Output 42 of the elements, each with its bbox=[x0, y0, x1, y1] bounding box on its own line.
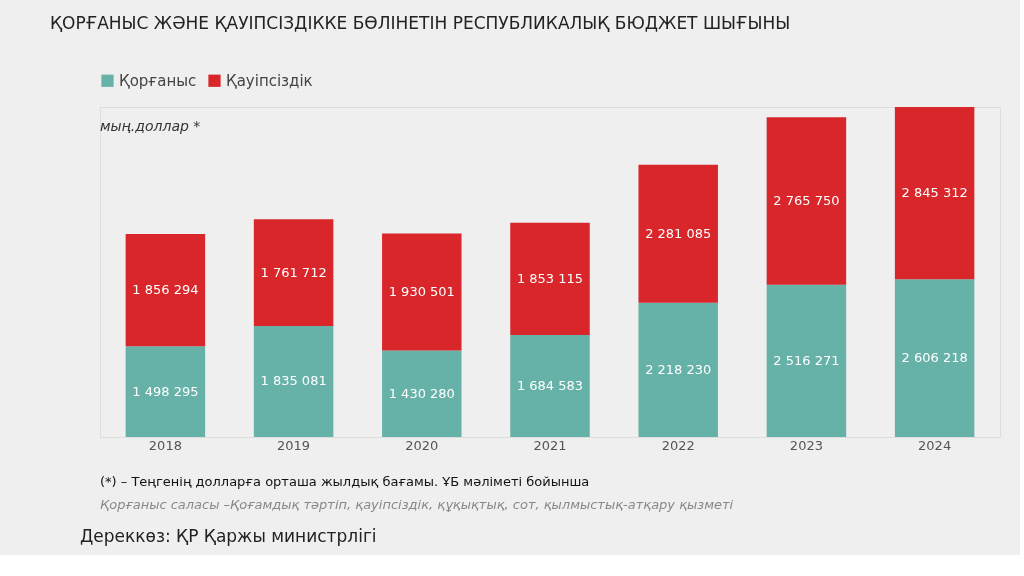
bar bbox=[253, 219, 334, 326]
text: Қорғаныс саласы –Қоғамдық тәртіп, қауіпсіздік, құқықтық, сот, қылмыстық-атқару қызметі bbox=[100, 497, 734, 512]
data-label: 1 853 115 bbox=[516, 270, 584, 286]
data-label: 2 765 750 bbox=[773, 192, 840, 208]
data-label: 1 835 081 bbox=[260, 373, 327, 389]
bar bbox=[125, 233, 206, 347]
bar bbox=[894, 107, 975, 280]
x-tick-label: 2021 bbox=[533, 437, 567, 453]
x-tick-label: 2020 bbox=[405, 437, 439, 453]
data-label: 1 856 294 bbox=[132, 282, 199, 298]
bar bbox=[766, 117, 847, 285]
x-tick-label: 2019 bbox=[277, 437, 311, 453]
text: Дереккөз: ҚР Қаржы министрлігі bbox=[80, 526, 377, 546]
data-label: 2 281 085 bbox=[645, 225, 712, 241]
data-label: 1 430 280 bbox=[388, 385, 455, 401]
text: (*) – Теңгенің долларға орташа жылдық бағамы. ҰБ мәліметі бойынша bbox=[100, 474, 590, 489]
data-label: 1 761 712 bbox=[260, 264, 327, 280]
bar bbox=[253, 325, 334, 437]
bar bbox=[894, 279, 975, 437]
x-tick-label: 2024 bbox=[918, 437, 952, 453]
x-tick-label: 2023 bbox=[789, 437, 823, 453]
legend-label: Қорғаныс bbox=[119, 71, 197, 90]
bar bbox=[125, 346, 206, 437]
bar bbox=[382, 233, 462, 351]
bar bbox=[510, 335, 590, 437]
data-label: 1 684 583 bbox=[516, 378, 584, 394]
data-label: 2 218 230 bbox=[645, 361, 712, 377]
legend-label: Қауіпсіздік bbox=[226, 71, 313, 90]
data-label: 1 498 295 bbox=[132, 383, 199, 399]
bar bbox=[382, 350, 462, 437]
data-label: 2 516 271 bbox=[773, 352, 840, 368]
bar bbox=[766, 284, 847, 437]
bar bbox=[638, 302, 718, 437]
data-label: 1 930 501 bbox=[388, 283, 455, 299]
data-label: 2 606 218 bbox=[901, 350, 968, 366]
x-tick-label: 2022 bbox=[661, 437, 695, 453]
data-label: 2 845 312 bbox=[901, 185, 968, 201]
x-tick-label: 2018 bbox=[148, 437, 182, 453]
chart-title: ҚОРҒАНЫС ЖӘНЕ ҚАУІПСІЗДІККЕ БӨЛІНЕТІН РЕСПУБЛИКАЛЫҚ БЮДЖЕТ ШЫҒЫНЫ bbox=[50, 13, 791, 33]
bar bbox=[510, 222, 590, 336]
annotation: мың.доллар * bbox=[100, 118, 201, 134]
bar bbox=[638, 164, 718, 303]
